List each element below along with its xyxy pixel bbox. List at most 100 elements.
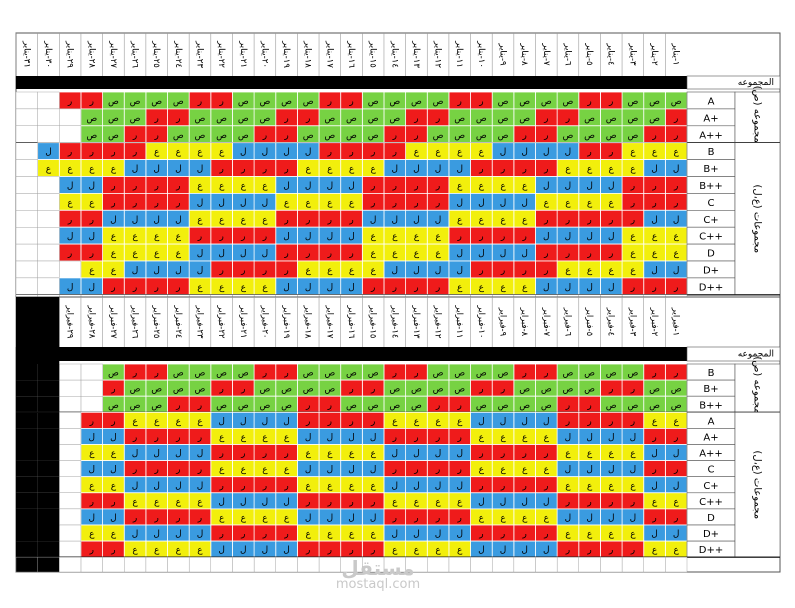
day-header-6: ٦-يناير	[562, 42, 572, 66]
shift-letter: ل	[110, 465, 117, 475]
day-header-15: ١٥-يناير	[368, 40, 378, 68]
shift-letter: ع	[219, 215, 225, 225]
shift-letter: ع	[565, 530, 571, 540]
shift-letter: ر	[457, 232, 462, 242]
shift-letter: ر	[413, 114, 418, 124]
shift-letter: ل	[348, 433, 355, 443]
day-header-24: ٢٤-يناير	[173, 40, 183, 68]
shift-letter: ر	[651, 369, 656, 379]
shift-letter: ص	[259, 97, 270, 107]
blank-cell	[621, 557, 644, 573]
shift-letter: ل	[478, 546, 485, 556]
shift-letter: ر	[543, 266, 548, 276]
shift-letter: ع	[132, 497, 138, 507]
shift-letter: ل	[608, 433, 615, 443]
shift-letter: ع	[219, 181, 225, 191]
shift-letter: ع	[154, 497, 160, 507]
shift-letter: ص	[108, 97, 119, 107]
shift-letter: ر	[500, 232, 505, 242]
shift-letter: ع	[262, 513, 268, 523]
row-name-C+: C+	[703, 215, 718, 226]
shift-letter: ل	[456, 198, 463, 208]
shift-letter: ع	[262, 215, 268, 225]
shift-letter: ر	[608, 249, 613, 259]
shift-letter: ع	[457, 417, 463, 427]
shift-letter: ص	[476, 131, 487, 141]
day-header-16: ١٦-يناير	[346, 40, 356, 68]
row-name-C++: C++	[699, 497, 723, 508]
empty-cell	[15, 243, 38, 262]
shift-letter: ع	[522, 465, 528, 475]
shift-letter: ع	[306, 266, 312, 276]
day-header-21: ٢١-يناير	[238, 40, 248, 68]
day-header-14: ١٤-يناير	[389, 40, 399, 68]
shift-letter: ر	[457, 513, 462, 523]
shift-letter: ل	[348, 283, 355, 293]
shift-letter: ل	[305, 148, 312, 158]
shift-letter: ل	[543, 148, 550, 158]
shift-letter: ع	[370, 530, 376, 540]
shift-letter: ع	[349, 481, 355, 491]
shift-letter: ر	[175, 401, 180, 411]
empty-cell	[59, 524, 82, 542]
empty-cell	[59, 379, 82, 397]
unused-cell	[16, 396, 38, 413]
shift-letter: ص	[433, 97, 444, 107]
shift-letter: ل	[392, 481, 399, 491]
shift-letter: ل	[456, 449, 463, 459]
shift-letter: ص	[346, 401, 357, 411]
day-header-8: ٨-فبراير	[519, 307, 529, 337]
shift-letter: ر	[132, 369, 137, 379]
shift-letter: ع	[609, 266, 615, 276]
day-header-29: ٢٩-فبراير	[65, 305, 75, 339]
group-header-label: المجموعه	[738, 78, 774, 88]
shift-letter: ع	[197, 148, 203, 158]
row-name-B++: B++	[699, 400, 723, 411]
shift-letter: ر	[262, 232, 267, 242]
shift-letter: ل	[88, 465, 95, 475]
shift-letter: ر	[413, 433, 418, 443]
shift-letter: ص	[259, 385, 270, 395]
day-header-6: ٦-فبراير	[562, 307, 572, 337]
shift-letter: ل	[197, 481, 204, 491]
shift-letter: ر	[327, 417, 332, 427]
shift-letter: ع	[46, 165, 52, 175]
shift-letter: ص	[454, 114, 465, 124]
shift-letter: ع	[370, 266, 376, 276]
shift-letter: ر	[218, 165, 223, 175]
shift-letter: ع	[327, 198, 333, 208]
day-header-9: ٩-فبراير	[498, 307, 508, 337]
shift-letter: ر	[630, 215, 635, 225]
day-header-17: ١٧-يناير	[324, 40, 334, 68]
shift-letter: ر	[283, 449, 288, 459]
shift-letter: ع	[349, 266, 355, 276]
group-label-cell	[734, 142, 781, 296]
shift-letter: ص	[649, 385, 660, 395]
shift-letter: ر	[197, 401, 202, 411]
shift-letter: ر	[673, 181, 678, 191]
shift-letter: ص	[151, 401, 162, 411]
blank-cell	[643, 557, 666, 573]
shift-letter: ر	[543, 369, 548, 379]
shift-letter: ل	[543, 497, 550, 507]
shift-letter: ع	[630, 148, 636, 158]
shift-letter: ع	[544, 465, 550, 475]
empty-cell	[15, 277, 38, 295]
shift-letter: ر	[262, 266, 267, 276]
shift-letter: ص	[519, 97, 530, 107]
shift-letter: ع	[219, 433, 225, 443]
shift-letter: ل	[500, 546, 507, 556]
blank-cell	[145, 557, 168, 573]
shift-letter: ر	[673, 465, 678, 475]
watermark: مستقل mostaql.com	[318, 558, 438, 592]
shift-letter: ص	[584, 385, 595, 395]
shift-letter: ر	[392, 131, 397, 141]
shift-letter: ع	[392, 232, 398, 242]
shift-letter: ر	[435, 465, 440, 475]
shift-letter: ر	[262, 131, 267, 141]
shift-letter: ع	[392, 497, 398, 507]
shift-letter: ع	[392, 546, 398, 556]
shift-letter: ر	[197, 513, 202, 523]
blank-cell	[665, 557, 688, 573]
shift-letter: ر	[392, 513, 397, 523]
